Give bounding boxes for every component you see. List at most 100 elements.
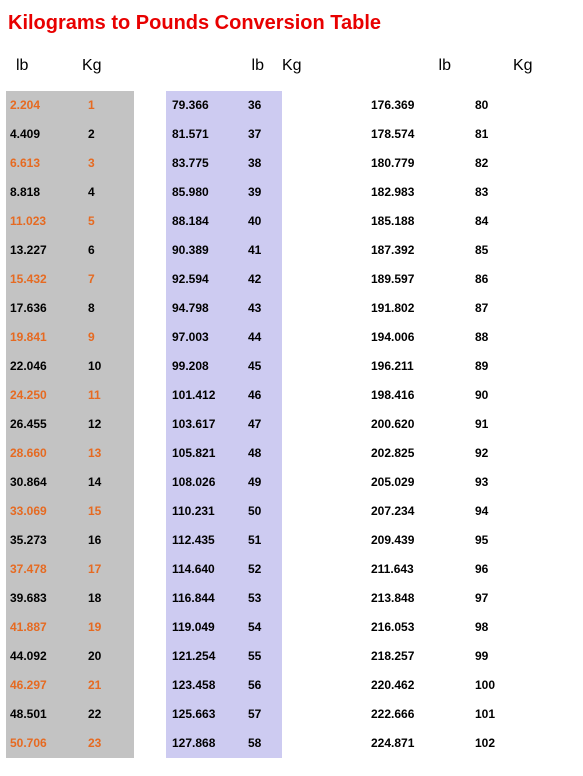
cell-kg: 57: [244, 700, 282, 729]
cell-lb: 41.887: [6, 613, 84, 642]
table-row: 189.59786: [361, 265, 571, 294]
cell-lb: 108.026: [166, 468, 244, 497]
table-row: 88.18440: [166, 207, 361, 236]
cell-lb: 8.818: [6, 178, 84, 207]
cell-kg: 17: [84, 555, 134, 584]
header-lb: lb: [361, 57, 451, 75]
table-row: 17.6368: [6, 294, 166, 323]
table-row: 218.25799: [361, 642, 571, 671]
table-row: 205.02993: [361, 468, 571, 497]
table-row: 4.4092: [6, 120, 166, 149]
table-row: 15.4327: [6, 265, 166, 294]
cell-lb: 97.003: [166, 323, 244, 352]
table-row: 83.77538: [166, 149, 361, 178]
cell-kg: 54: [244, 613, 282, 642]
cell-kg: 83: [471, 178, 521, 207]
cell-lb: 200.620: [361, 410, 471, 439]
table-row: 50.70623: [6, 729, 166, 758]
cell-lb: 35.273: [6, 526, 84, 555]
table-row: 200.62091: [361, 410, 571, 439]
column-header: lb Kg: [361, 49, 571, 91]
column-rows: 2.20414.40926.61338.818411.023513.227615…: [6, 91, 166, 758]
table-row: 35.27316: [6, 526, 166, 555]
table-row: 44.09220: [6, 642, 166, 671]
cell-kg: 82: [471, 149, 521, 178]
cell-lb: 90.389: [166, 236, 244, 265]
cell-lb: 81.571: [166, 120, 244, 149]
cell-kg: 22: [84, 700, 134, 729]
table-row: 114.64052: [166, 555, 361, 584]
cell-kg: 96: [471, 555, 521, 584]
table-row: 207.23494: [361, 497, 571, 526]
cell-kg: 80: [471, 91, 521, 120]
cell-lb: 194.006: [361, 323, 471, 352]
cell-kg: 10: [84, 352, 134, 381]
table-row: 127.86858: [166, 729, 361, 758]
table-row: 187.39285: [361, 236, 571, 265]
header-lb: lb: [6, 57, 76, 75]
cell-lb: 37.478: [6, 555, 84, 584]
cell-lb: 39.683: [6, 584, 84, 613]
table-row: 182.98383: [361, 178, 571, 207]
cell-lb: 79.366: [166, 91, 244, 120]
table-row: 39.68318: [6, 584, 166, 613]
table-row: 112.43551: [166, 526, 361, 555]
table-row: 46.29721: [6, 671, 166, 700]
cell-kg: 12: [84, 410, 134, 439]
cell-lb: 103.617: [166, 410, 244, 439]
cell-kg: 95: [471, 526, 521, 555]
table-row: 222.666101: [361, 700, 571, 729]
cell-kg: 36: [244, 91, 282, 120]
cell-lb: 92.594: [166, 265, 244, 294]
table-row: 22.04610: [6, 352, 166, 381]
cell-kg: 94: [471, 497, 521, 526]
cell-kg: 4: [84, 178, 134, 207]
cell-kg: 87: [471, 294, 521, 323]
table-row: 6.6133: [6, 149, 166, 178]
cell-kg: 100: [471, 671, 521, 700]
header-kg: Kg: [264, 57, 302, 75]
cell-lb: 189.597: [361, 265, 471, 294]
cell-lb: 224.871: [361, 729, 471, 758]
cell-lb: 99.208: [166, 352, 244, 381]
cell-lb: 110.231: [166, 497, 244, 526]
table-row: 33.06915: [6, 497, 166, 526]
cell-lb: 112.435: [166, 526, 244, 555]
cell-lb: 2.204: [6, 91, 84, 120]
cell-lb: 11.023: [6, 207, 84, 236]
header-lb: lb: [166, 57, 264, 75]
cell-kg: 1: [84, 91, 134, 120]
table-row: 99.20845: [166, 352, 361, 381]
table-row: 92.59442: [166, 265, 361, 294]
cell-kg: 3: [84, 149, 134, 178]
table-row: 125.66357: [166, 700, 361, 729]
cell-kg: 98: [471, 613, 521, 642]
cell-lb: 19.841: [6, 323, 84, 352]
cell-kg: 50: [244, 497, 282, 526]
cell-kg: 52: [244, 555, 282, 584]
cell-lb: 205.029: [361, 468, 471, 497]
table-row: 224.871102: [361, 729, 571, 758]
table-row: 178.57481: [361, 120, 571, 149]
cell-kg: 99: [471, 642, 521, 671]
cell-lb: 83.775: [166, 149, 244, 178]
cell-kg: 91: [471, 410, 521, 439]
table-row: 26.45512: [6, 410, 166, 439]
table-row: 108.02649: [166, 468, 361, 497]
cell-lb: 4.409: [6, 120, 84, 149]
cell-lb: 216.053: [361, 613, 471, 642]
table-row: 119.04954: [166, 613, 361, 642]
cell-kg: 44: [244, 323, 282, 352]
table-row: 41.88719: [6, 613, 166, 642]
table-row: 202.82592: [361, 439, 571, 468]
cell-lb: 28.660: [6, 439, 84, 468]
table-row: 110.23150: [166, 497, 361, 526]
cell-lb: 191.802: [361, 294, 471, 323]
table-row: 191.80287: [361, 294, 571, 323]
header-kg: Kg: [76, 57, 102, 75]
cell-kg: 88: [471, 323, 521, 352]
cell-lb: 116.844: [166, 584, 244, 613]
cell-lb: 85.980: [166, 178, 244, 207]
cell-kg: 90: [471, 381, 521, 410]
cell-kg: 37: [244, 120, 282, 149]
